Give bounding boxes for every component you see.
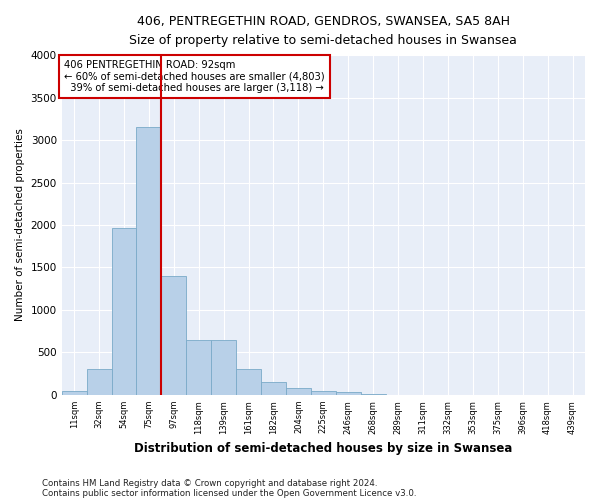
Bar [286,388,311,395]
X-axis label: Distribution of semi-detached houses by size in Swansea: Distribution of semi-detached houses by … [134,442,512,455]
Bar [361,394,386,395]
Text: Contains public sector information licensed under the Open Government Licence v3: Contains public sector information licen… [42,488,416,498]
Bar [136,128,161,395]
Bar [62,390,86,395]
Bar [161,276,186,395]
Bar [112,228,136,395]
Y-axis label: Number of semi-detached properties: Number of semi-detached properties [15,128,25,322]
Bar [236,370,261,395]
Text: 406 PENTREGETHIN ROAD: 92sqm
← 60% of semi-detached houses are smaller (4,803)
 : 406 PENTREGETHIN ROAD: 92sqm ← 60% of se… [64,60,325,94]
Bar [311,390,336,395]
Title: 406, PENTREGETHIN ROAD, GENDROS, SWANSEA, SA5 8AH
Size of property relative to s: 406, PENTREGETHIN ROAD, GENDROS, SWANSEA… [130,15,517,47]
Bar [261,382,286,395]
Bar [336,392,361,395]
Bar [211,340,236,395]
Bar [86,368,112,395]
Bar [186,340,211,395]
Text: Contains HM Land Registry data © Crown copyright and database right 2024.: Contains HM Land Registry data © Crown c… [42,478,377,488]
